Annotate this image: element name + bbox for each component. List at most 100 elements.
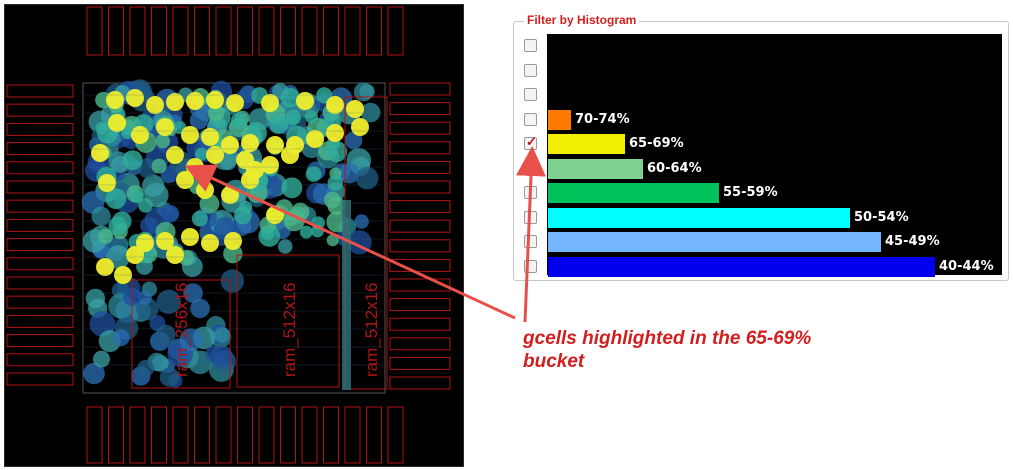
heat-blob-hot <box>196 181 214 199</box>
heat-blob <box>156 289 181 314</box>
heat-blob-hot <box>224 232 242 250</box>
bin-checkbox-7[interactable] <box>524 210 537 224</box>
heat-blob-hot <box>266 206 284 224</box>
layout-viewer[interactable]: ram_256x16 ram_512x16 ram_512x16 <box>4 4 464 467</box>
bin-checkbox-2[interactable] <box>524 88 537 101</box>
heat-blob-hot <box>226 94 244 112</box>
heat-blob-hot <box>98 174 116 192</box>
bin-checkbox-5[interactable] <box>524 161 537 175</box>
heat-blob-hot <box>181 126 199 144</box>
heat-blob <box>113 329 130 346</box>
heat-blob-hot <box>156 232 174 250</box>
bin-checkbox-3[interactable] <box>524 112 537 126</box>
heat-blob-mid <box>120 125 135 140</box>
heat-blob-mid <box>280 87 301 108</box>
histogram-bar[interactable] <box>548 256 935 277</box>
heat-blob-hot <box>108 114 126 132</box>
heat-blob <box>137 290 152 305</box>
heat-blob-mid <box>327 175 344 191</box>
pad-left <box>6 142 74 156</box>
annotation-line-2: bucket <box>523 351 585 372</box>
heat-blob-hot <box>126 89 144 107</box>
heat-blob-hot <box>126 246 144 264</box>
heat-blob-mid <box>291 202 310 221</box>
heat-blob-hot <box>176 171 194 189</box>
bin-checkbox-0[interactable] <box>524 39 537 52</box>
heat-blob-mid <box>191 210 208 227</box>
heat-blob <box>353 82 373 102</box>
pad-bottom <box>366 406 382 464</box>
pad-top <box>237 6 253 56</box>
pad-top <box>301 6 318 56</box>
heat-blob-hot <box>281 146 299 164</box>
pad-bottom <box>86 406 103 464</box>
heat-blob-mid <box>238 200 253 214</box>
heat-blob-hot <box>306 130 324 148</box>
pad-right <box>389 82 451 96</box>
histogram-group <box>513 21 1009 281</box>
heat-blob-mid <box>326 234 339 247</box>
heat-blob <box>159 367 180 387</box>
histogram-bar[interactable] <box>548 232 881 252</box>
pad-bottom <box>344 406 361 464</box>
heat-blob-hot <box>261 94 279 112</box>
heat-blob-hot <box>326 124 344 142</box>
heat-blob-mid <box>151 158 167 174</box>
histogram-title: Filter by Histogram <box>524 12 640 28</box>
heat-blob-hot <box>201 128 219 146</box>
pad-left <box>6 276 74 290</box>
heat-blob-hot <box>241 134 259 152</box>
heat-blob-mid <box>304 110 318 124</box>
heat-blob-mid <box>299 225 313 239</box>
ram-macro-1 <box>131 279 231 389</box>
heat-blob-hot <box>146 96 164 114</box>
pad-bottom <box>323 406 339 464</box>
histogram-bar[interactable] <box>548 183 719 203</box>
pad-bottom <box>151 406 167 464</box>
heat-blob <box>360 102 381 123</box>
pad-left <box>6 103 74 117</box>
pad-left <box>6 314 74 328</box>
pad-right <box>389 317 451 331</box>
pad-left <box>6 353 74 367</box>
heat-blob-mid <box>230 111 248 129</box>
heat-blob-hot <box>206 91 224 109</box>
bin-checkbox-6[interactable] <box>524 186 537 199</box>
histogram-bar[interactable] <box>548 207 850 228</box>
pad-top <box>129 6 146 56</box>
bin-checkbox-1[interactable] <box>524 63 537 77</box>
heat-blob-hot <box>201 234 219 252</box>
histogram-bar[interactable] <box>548 109 571 130</box>
heat-blob-hot <box>206 146 224 164</box>
heat-blob-mid <box>325 140 348 163</box>
pad-bottom <box>129 406 146 464</box>
bin-checkbox-4[interactable]: ✓ <box>524 134 537 150</box>
heat-blob <box>189 111 209 130</box>
heat-blob <box>277 239 293 254</box>
pad-right <box>389 160 451 174</box>
pad-right <box>389 356 451 370</box>
heat-blob-mid <box>281 177 303 199</box>
ram-label-2: ram_512x16 <box>280 282 299 377</box>
heat-blob-mid <box>311 216 325 230</box>
histogram-bar-label: 40-44% <box>939 258 994 274</box>
histogram-bar[interactable] <box>548 158 643 179</box>
layout-canvas[interactable]: ram_256x16 ram_512x16 ram_512x16 <box>5 5 463 466</box>
heat-blob <box>210 345 233 368</box>
pad-top <box>387 6 404 56</box>
bin-checkbox-9[interactable] <box>524 259 537 273</box>
histogram-bar-label: 70-74% <box>575 111 630 127</box>
heat-blob-hot <box>351 118 369 136</box>
pad-top <box>344 6 361 56</box>
bin-checkbox-8[interactable] <box>524 235 537 248</box>
pad-bottom <box>258 406 275 464</box>
pad-bottom <box>108 406 124 464</box>
pad-right <box>389 278 451 292</box>
heat-blob <box>91 206 111 226</box>
pad-bottom <box>280 406 296 464</box>
histogram-bar[interactable] <box>548 134 625 154</box>
heat-blob-hot <box>166 93 184 111</box>
check-icon: ✓ <box>526 134 537 149</box>
pad-top <box>86 6 103 56</box>
heat-blob-hot <box>221 186 239 204</box>
